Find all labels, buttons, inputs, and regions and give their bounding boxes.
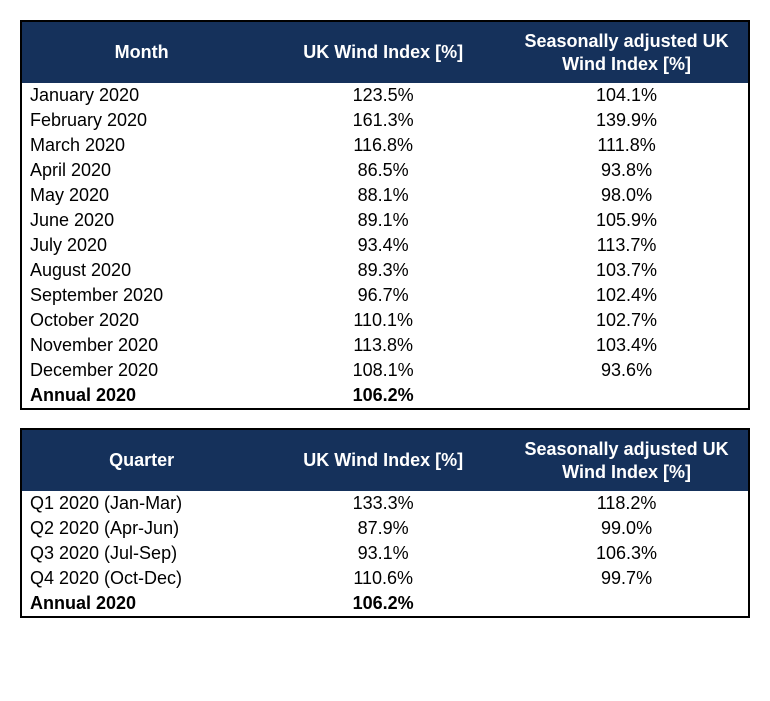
cell-value: 87.9% xyxy=(261,516,505,541)
cell-label: Q4 2020 (Oct-Dec) xyxy=(21,566,261,591)
cell-value: 93.6% xyxy=(505,358,749,383)
cell-label: Annual 2020 xyxy=(21,591,261,617)
table-row: Q3 2020 (Jul-Sep)93.1%106.3% xyxy=(21,541,749,566)
table-total-row: Annual 2020106.2% xyxy=(21,591,749,617)
cell-value: 103.7% xyxy=(505,258,749,283)
cell-label: December 2020 xyxy=(21,358,261,383)
cell-label: July 2020 xyxy=(21,233,261,258)
cell-value: 93.8% xyxy=(505,158,749,183)
table-row: November 2020113.8%103.4% xyxy=(21,333,749,358)
cell-value: 86.5% xyxy=(261,158,505,183)
table-row: August 202089.3%103.7% xyxy=(21,258,749,283)
cell-value: 139.9% xyxy=(505,108,749,133)
table-header-row: Month UK Wind Index [%] Seasonally adjus… xyxy=(21,21,749,83)
col-header-seasonal-index: Seasonally adjusted UK Wind Index [%] xyxy=(505,21,749,83)
cell-value: 106.2% xyxy=(261,591,505,617)
cell-value: 89.1% xyxy=(261,208,505,233)
cell-value: 102.7% xyxy=(505,308,749,333)
table-row: February 2020161.3%139.9% xyxy=(21,108,749,133)
table-row: October 2020110.1%102.7% xyxy=(21,308,749,333)
col-header-seasonal-index: Seasonally adjusted UK Wind Index [%] xyxy=(505,429,749,491)
col-header-wind-index: UK Wind Index [%] xyxy=(261,429,505,491)
cell-value: 133.3% xyxy=(261,491,505,516)
cell-value: 99.0% xyxy=(505,516,749,541)
cell-value: 88.1% xyxy=(261,183,505,208)
cell-value: 93.1% xyxy=(261,541,505,566)
quarterly-table: Quarter UK Wind Index [%] Seasonally adj… xyxy=(20,428,750,618)
cell-value: 111.8% xyxy=(505,133,749,158)
cell-value: 103.4% xyxy=(505,333,749,358)
table-row: March 2020116.8%111.8% xyxy=(21,133,749,158)
cell-label: Q2 2020 (Apr-Jun) xyxy=(21,516,261,541)
cell-label: April 2020 xyxy=(21,158,261,183)
cell-label: September 2020 xyxy=(21,283,261,308)
table-total-row: Annual 2020106.2% xyxy=(21,383,749,409)
table-row: June 202089.1%105.9% xyxy=(21,208,749,233)
cell-value: 113.7% xyxy=(505,233,749,258)
cell-label: October 2020 xyxy=(21,308,261,333)
cell-value xyxy=(505,591,749,617)
cell-value: 108.1% xyxy=(261,358,505,383)
table-row: July 202093.4%113.7% xyxy=(21,233,749,258)
cell-value: 104.1% xyxy=(505,83,749,108)
cell-label: August 2020 xyxy=(21,258,261,283)
table-row: January 2020123.5%104.1% xyxy=(21,83,749,108)
table-row: Q2 2020 (Apr-Jun)87.9%99.0% xyxy=(21,516,749,541)
table-header-row: Quarter UK Wind Index [%] Seasonally adj… xyxy=(21,429,749,491)
cell-value: 105.9% xyxy=(505,208,749,233)
col-header-wind-index: UK Wind Index [%] xyxy=(261,21,505,83)
cell-value: 106.2% xyxy=(261,383,505,409)
table-row: Q1 2020 (Jan-Mar)133.3%118.2% xyxy=(21,491,749,516)
table-row: September 202096.7%102.4% xyxy=(21,283,749,308)
cell-value: 123.5% xyxy=(261,83,505,108)
table-row: April 202086.5%93.8% xyxy=(21,158,749,183)
cell-value: 113.8% xyxy=(261,333,505,358)
cell-label: November 2020 xyxy=(21,333,261,358)
table-row: December 2020108.1%93.6% xyxy=(21,358,749,383)
table-row: Q4 2020 (Oct-Dec)110.6%99.7% xyxy=(21,566,749,591)
cell-value: 106.3% xyxy=(505,541,749,566)
cell-value: 116.8% xyxy=(261,133,505,158)
cell-label: March 2020 xyxy=(21,133,261,158)
cell-value: 118.2% xyxy=(505,491,749,516)
cell-value: 89.3% xyxy=(261,258,505,283)
cell-value: 98.0% xyxy=(505,183,749,208)
cell-value: 102.4% xyxy=(505,283,749,308)
cell-value: 96.7% xyxy=(261,283,505,308)
table-row: May 202088.1%98.0% xyxy=(21,183,749,208)
cell-value: 110.1% xyxy=(261,308,505,333)
cell-label: Q3 2020 (Jul-Sep) xyxy=(21,541,261,566)
monthly-table: Month UK Wind Index [%] Seasonally adjus… xyxy=(20,20,750,410)
cell-value: 110.6% xyxy=(261,566,505,591)
col-header-quarter: Quarter xyxy=(21,429,261,491)
col-header-month: Month xyxy=(21,21,261,83)
cell-value: 93.4% xyxy=(261,233,505,258)
cell-value: 99.7% xyxy=(505,566,749,591)
cell-label: January 2020 xyxy=(21,83,261,108)
cell-label: February 2020 xyxy=(21,108,261,133)
cell-value xyxy=(505,383,749,409)
cell-label: Q1 2020 (Jan-Mar) xyxy=(21,491,261,516)
cell-label: June 2020 xyxy=(21,208,261,233)
cell-label: May 2020 xyxy=(21,183,261,208)
cell-value: 161.3% xyxy=(261,108,505,133)
cell-label: Annual 2020 xyxy=(21,383,261,409)
